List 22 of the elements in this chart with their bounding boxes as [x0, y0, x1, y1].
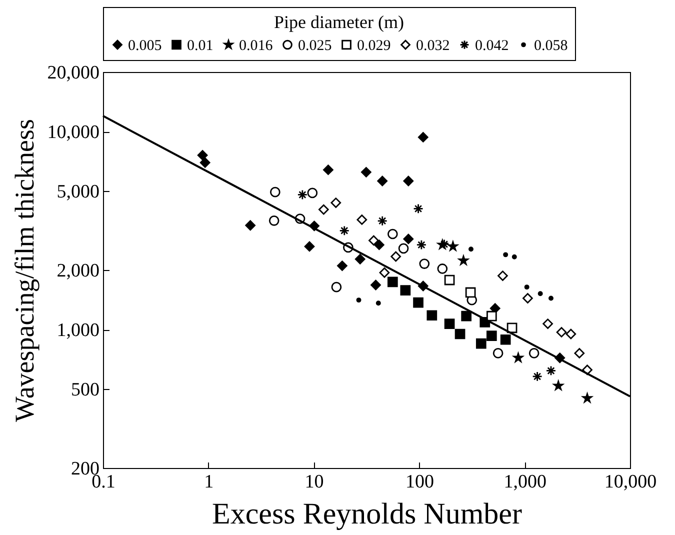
legend-title: Pipe diameter (m): [274, 12, 404, 32]
y-tick-label: 1,000: [56, 320, 100, 342]
y-tick-label: 20,000: [47, 62, 100, 84]
legend-label: 0.058: [534, 38, 568, 54]
y-tick-label: 2,000: [56, 260, 100, 282]
x-tick-label: 1: [204, 472, 214, 492]
legend-label: 0.029: [357, 38, 391, 54]
legend-label: 0.042: [475, 38, 509, 54]
x-tick-label: 10: [304, 472, 324, 492]
legend-label: 0.01: [187, 38, 214, 54]
y-tick-label: 10,000: [47, 122, 100, 144]
legend-label: 0.005: [128, 38, 162, 54]
x-tick-label: 100: [405, 472, 434, 492]
x-tick-label: 10,000: [604, 472, 657, 492]
legend-label: 0.016: [239, 38, 274, 54]
legend-label: 0.025: [298, 38, 332, 54]
legend-label: 0.032: [416, 38, 450, 54]
y-axis-title: Wavespacing/film thickness: [9, 119, 40, 422]
y-tick-label: 5,000: [56, 182, 100, 203]
x-axis-title: Excess Reynolds Number: [212, 498, 522, 530]
y-tick-label: 500: [71, 380, 100, 401]
x-tick-label: 1,000: [504, 472, 546, 492]
